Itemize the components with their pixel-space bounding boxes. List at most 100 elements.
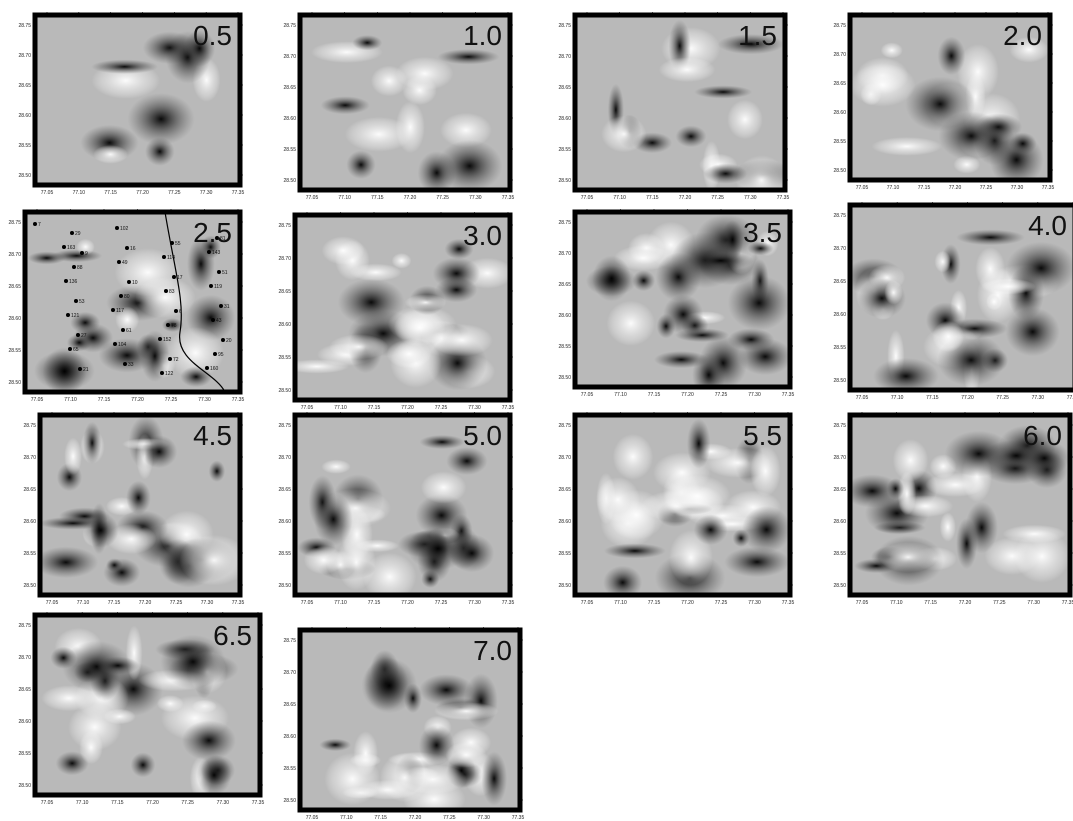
y-tick-label: 28.70 <box>833 455 846 461</box>
dark-area <box>956 229 1025 245</box>
x-tick-label: 77.30 <box>1032 395 1045 401</box>
station <box>168 357 172 361</box>
station <box>172 275 176 279</box>
x-tick-label: 77.30 <box>217 800 230 806</box>
dark-area <box>688 251 754 270</box>
light-area <box>434 702 499 720</box>
x-tick-label: 77.05 <box>41 190 54 196</box>
station-label: 17 <box>177 275 183 281</box>
y-tick-label: 28.60 <box>833 110 846 116</box>
x-tick-label: 77.15 <box>918 185 931 191</box>
x-tick-label: 77.10 <box>76 800 89 806</box>
dark-area <box>694 514 728 545</box>
x-tick-label: 77.30 <box>1011 185 1024 191</box>
y-tick-label: 28.50 <box>283 798 296 804</box>
x-tick-label: 77.15 <box>648 600 661 606</box>
station <box>68 347 72 351</box>
x-tick-label: 77.25 <box>993 600 1006 606</box>
y-tick-label: 28.75 <box>8 220 21 226</box>
panel-label: 1.0 <box>463 20 502 51</box>
panel: 1.528.5028.5528.6028.6528.7028.7577.0577… <box>558 12 792 206</box>
light-area <box>103 709 135 725</box>
dark-area <box>197 755 232 796</box>
dark-area <box>437 49 499 64</box>
y-tick-label: 28.55 <box>558 344 571 350</box>
y-tick-label: 28.75 <box>558 220 571 226</box>
x-tick-label: 77.05 <box>581 195 594 201</box>
x-tick-label: 77.35 <box>232 600 245 606</box>
x-tick-label: 77.25 <box>996 395 1009 401</box>
station <box>219 304 223 308</box>
x-tick-label: 77.25 <box>715 600 728 606</box>
light-area <box>881 42 903 58</box>
station <box>76 333 80 337</box>
station-label: 21 <box>83 367 89 373</box>
dark-area <box>965 502 998 554</box>
station-label: 31 <box>224 304 230 310</box>
dark-area <box>687 418 711 468</box>
station-label: 163 <box>67 245 76 251</box>
light-area <box>392 253 412 268</box>
x-tick-label: 77.35 <box>1067 395 1073 401</box>
x-tick-label: 77.10 <box>614 392 627 398</box>
x-tick-label: 77.10 <box>73 190 86 196</box>
y-tick-label: 28.55 <box>833 551 846 557</box>
station <box>162 255 166 259</box>
station-label: 27 <box>81 333 87 339</box>
y-tick-label: 28.50 <box>8 380 21 386</box>
panel: 7.028.5028.5528.6028.6528.7028.7577.0577… <box>283 627 524 821</box>
station-label: 20 <box>226 338 232 344</box>
y-tick-label: 28.75 <box>18 23 31 29</box>
x-tick-label: 77.25 <box>168 190 181 196</box>
x-tick-label: 77.20 <box>404 195 417 201</box>
panel-label: 3.0 <box>463 220 502 251</box>
y-tick-label: 28.50 <box>833 168 846 174</box>
panel: 6.528.5028.5528.6028.6528.7028.7577.0577… <box>18 612 264 806</box>
y-tick-label: 28.50 <box>283 178 296 184</box>
x-tick-label: 77.10 <box>614 600 627 606</box>
y-tick-label: 28.65 <box>18 687 31 693</box>
x-tick-label: 77.30 <box>200 190 213 196</box>
x-tick-label: 77.20 <box>961 395 974 401</box>
light-area <box>325 753 381 805</box>
light-area <box>304 546 344 574</box>
x-tick-label: 77.15 <box>646 195 659 201</box>
y-tick-label: 28.75 <box>283 23 296 29</box>
x-tick-label: 77.30 <box>744 195 757 201</box>
light-area <box>446 742 487 768</box>
y-tick-label: 28.70 <box>833 52 846 58</box>
station <box>121 328 125 332</box>
station <box>111 308 115 312</box>
station-label: 33 <box>128 362 134 368</box>
x-tick-label: 77.20 <box>401 405 414 411</box>
light-area <box>596 477 640 522</box>
y-tick-label: 28.65 <box>278 289 291 295</box>
x-tick-label: 77.15 <box>108 600 121 606</box>
light-area <box>601 116 646 153</box>
x-tick-label: 77.05 <box>581 392 594 398</box>
station <box>119 294 123 298</box>
panel-label: 3.5 <box>743 217 782 248</box>
x-tick-label: 77.20 <box>131 397 144 403</box>
station-label: 114 <box>167 255 175 261</box>
x-tick-label: 77.30 <box>198 397 211 403</box>
y-tick-label: 28.65 <box>283 85 296 91</box>
panel: 3.028.5028.5528.6028.6528.7028.7577.0577… <box>278 212 514 411</box>
x-tick-label: 77.25 <box>435 405 448 411</box>
x-tick-label: 77.20 <box>139 600 152 606</box>
x-tick-label: 77.35 <box>502 195 515 201</box>
y-tick-label: 28.50 <box>833 378 846 384</box>
light-area <box>64 438 82 475</box>
x-tick-label: 77.10 <box>887 185 900 191</box>
dark-area <box>419 435 464 449</box>
station-label: 117 <box>116 308 124 314</box>
station-label: 16 <box>130 246 136 252</box>
dark-area <box>738 338 792 375</box>
y-tick-label: 28.75 <box>278 223 291 229</box>
station <box>78 367 82 371</box>
station <box>166 323 170 327</box>
x-tick-label: 77.10 <box>891 395 904 401</box>
x-tick-label: 77.20 <box>959 600 972 606</box>
dark-area <box>938 37 966 76</box>
x-tick-label: 77.30 <box>477 815 490 821</box>
